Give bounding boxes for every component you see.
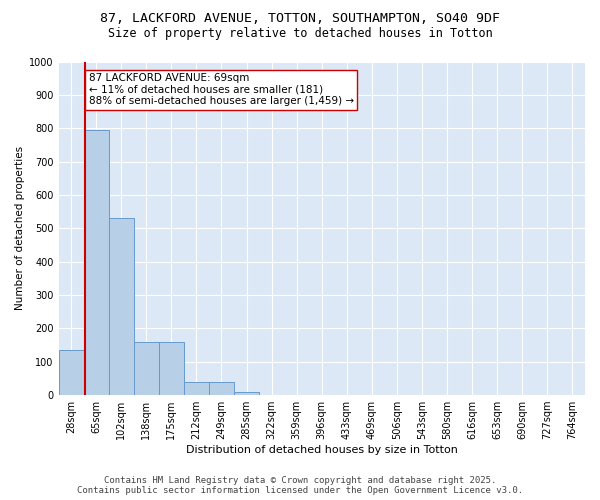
- Bar: [234, 392, 259, 395]
- Bar: [159, 342, 184, 395]
- Text: Contains HM Land Registry data © Crown copyright and database right 2025.
Contai: Contains HM Land Registry data © Crown c…: [77, 476, 523, 495]
- Text: 87 LACKFORD AVENUE: 69sqm
← 11% of detached houses are smaller (181)
88% of semi: 87 LACKFORD AVENUE: 69sqm ← 11% of detac…: [89, 73, 354, 106]
- Bar: [83, 130, 109, 395]
- X-axis label: Distribution of detached houses by size in Totton: Distribution of detached houses by size …: [186, 445, 458, 455]
- Y-axis label: Number of detached properties: Number of detached properties: [15, 146, 25, 310]
- Bar: [209, 382, 234, 395]
- Text: 87, LACKFORD AVENUE, TOTTON, SOUTHAMPTON, SO40 9DF: 87, LACKFORD AVENUE, TOTTON, SOUTHAMPTON…: [100, 12, 500, 26]
- Bar: [184, 382, 209, 395]
- Bar: [59, 350, 83, 395]
- Bar: [109, 218, 134, 395]
- Bar: [134, 342, 159, 395]
- Text: Size of property relative to detached houses in Totton: Size of property relative to detached ho…: [107, 28, 493, 40]
